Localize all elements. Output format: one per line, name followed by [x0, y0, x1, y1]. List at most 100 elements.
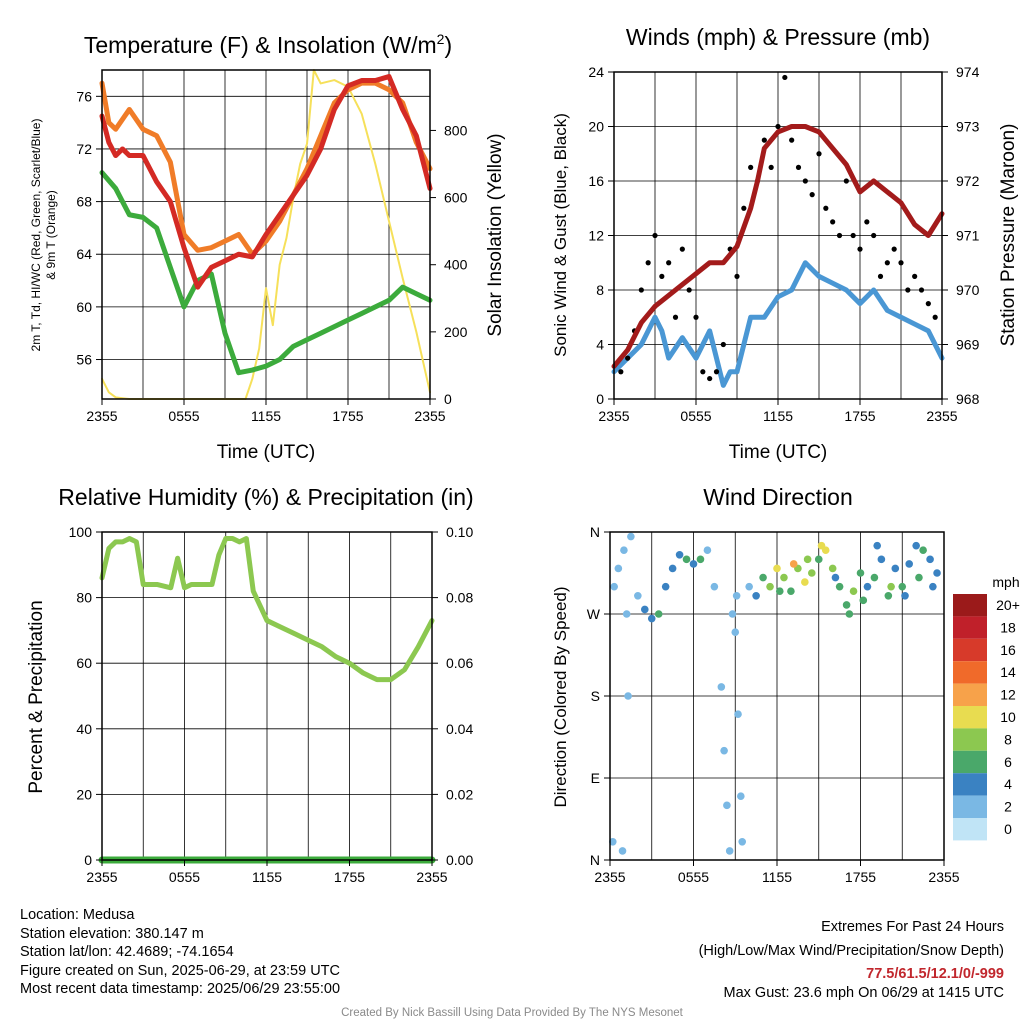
direction-point: [817, 541, 826, 550]
direction-point: [863, 582, 872, 591]
direction-point: [891, 564, 900, 573]
gust-point: [871, 232, 877, 239]
direction-point: [845, 610, 854, 618]
gust-point: [645, 260, 651, 266]
gust-point: [659, 273, 665, 279]
recent-data-text: Most recent data timestamp: 2025/06/29 2…: [20, 981, 341, 997]
direction-panel: Wind Direction 2355 0555 1155 1755 2355 N E S W…: [551, 484, 1020, 885]
humidity-y-label: Percent & Precipitation: [26, 600, 47, 793]
gust-point: [884, 260, 890, 266]
y-tick-label: N: [590, 852, 600, 868]
direction-point: [647, 614, 656, 623]
direction-point: [640, 605, 649, 614]
extremes-info: Extremes For Past 24 Hours (High/Low/Max…: [699, 918, 1004, 1002]
temperature-y2-label: Solar Insolation (Yellow): [485, 133, 506, 336]
direction-point: [608, 837, 617, 846]
direction-point: [728, 610, 737, 618]
y-tick-label: 4: [596, 337, 604, 353]
y2-tick-label: 969: [956, 337, 980, 353]
direction-point: [929, 582, 937, 591]
legend-label: 6: [1004, 754, 1012, 770]
direction-point: [725, 847, 734, 855]
temperature-y2-ticks: 0 200 400 600 800: [430, 122, 468, 407]
direction-point: [732, 591, 741, 600]
direction-point: [731, 628, 740, 637]
direction-point: [814, 555, 823, 564]
direction-point: [738, 837, 747, 846]
gust-point: [672, 314, 679, 320]
direction-point: [933, 569, 941, 577]
dewpoint-line: [99, 170, 433, 376]
gust-point: [789, 137, 795, 143]
gust-point: [638, 287, 644, 293]
direction-y-label: Direction (Colored By Speed): [551, 586, 570, 807]
station-info: Location: Medusa Station elevation: 380.…: [20, 906, 340, 999]
gust-point: [679, 246, 685, 252]
rh-line: [99, 536, 435, 683]
direction-point: [624, 692, 632, 700]
y2-tick-label: 0.06: [446, 655, 473, 671]
temperature-x-ticks: 2355 0555 1155 1755 2355: [86, 399, 446, 424]
gust-point: [686, 287, 692, 293]
direction-point: [710, 582, 719, 591]
y-tick-label: 40: [76, 721, 92, 737]
x-tick-label: 0555: [680, 408, 711, 424]
legend-label: 0: [1004, 821, 1012, 837]
direction-point: [734, 710, 742, 719]
y-tick-label: 64: [76, 246, 92, 262]
legend-swatch: [953, 795, 987, 818]
x-tick-label: 1155: [763, 408, 793, 424]
y-tick-label: 56: [76, 352, 92, 368]
legend-label: 16: [1000, 642, 1016, 658]
direction-point: [773, 564, 781, 573]
direction-point: [912, 541, 920, 550]
wind-y2-ticks: 968 969 970 971 972 973 974: [942, 64, 980, 407]
gust-point: [693, 314, 699, 320]
y-tick-label: 8: [596, 282, 604, 298]
gust-point: [912, 273, 918, 279]
location-text: Location: Medusa: [20, 907, 135, 923]
speed-legend-title: mph: [992, 574, 1019, 590]
y2-tick-label: 600: [444, 190, 468, 206]
gust-point: [795, 164, 802, 170]
y2-tick-label: 0.02: [446, 786, 473, 802]
direction-point: [675, 550, 684, 559]
y-tick-label: S: [591, 688, 600, 704]
legend-label: 4: [1004, 776, 1012, 792]
wind-x-ticks: 2355 0555 1155 1755 2355: [598, 399, 958, 424]
gust-point: [918, 287, 925, 293]
gust-point: [802, 178, 808, 184]
direction-point: [622, 610, 631, 618]
wind-speed-line: [611, 260, 945, 388]
x-tick-label: 1155: [762, 869, 792, 885]
gust-point: [925, 301, 931, 307]
legend-swatch: [953, 683, 987, 706]
gust-point: [905, 287, 911, 293]
temp-2m-line: [99, 74, 433, 290]
legend-swatch: [953, 728, 987, 751]
gust-point: [748, 164, 754, 170]
direction-point: [775, 587, 784, 596]
y2-tick-label: 971: [956, 228, 980, 244]
x-tick-label: 1755: [332, 408, 363, 424]
direction-point: [737, 792, 745, 801]
x-tick-label: 2355: [416, 869, 447, 885]
extremes-title: Extremes For Past 24 Hours: [821, 919, 1004, 935]
speed-legend: mph 20+ 18 16 14 12 10 8 6 4 2 0: [953, 574, 1020, 841]
y2-tick-label: 200: [444, 324, 468, 340]
legend-label: 8: [1004, 731, 1012, 747]
y-tick-label: 0: [84, 852, 92, 868]
x-tick-label: 2355: [86, 408, 117, 424]
direction-x-ticks: 2355 0555 1155 1755 2355: [594, 860, 960, 885]
x-tick-label: 2355: [86, 869, 117, 885]
legend-swatch: [953, 706, 987, 729]
direction-point: [856, 569, 865, 577]
legend-label: 12: [1000, 687, 1016, 703]
wind-series: [611, 74, 945, 388]
y-tick-label: E: [591, 770, 600, 786]
direction-point: [620, 546, 628, 555]
direction-point: [696, 555, 705, 564]
y2-tick-label: 968: [956, 391, 980, 407]
direction-point: [835, 582, 844, 591]
gust-point: [816, 151, 822, 157]
